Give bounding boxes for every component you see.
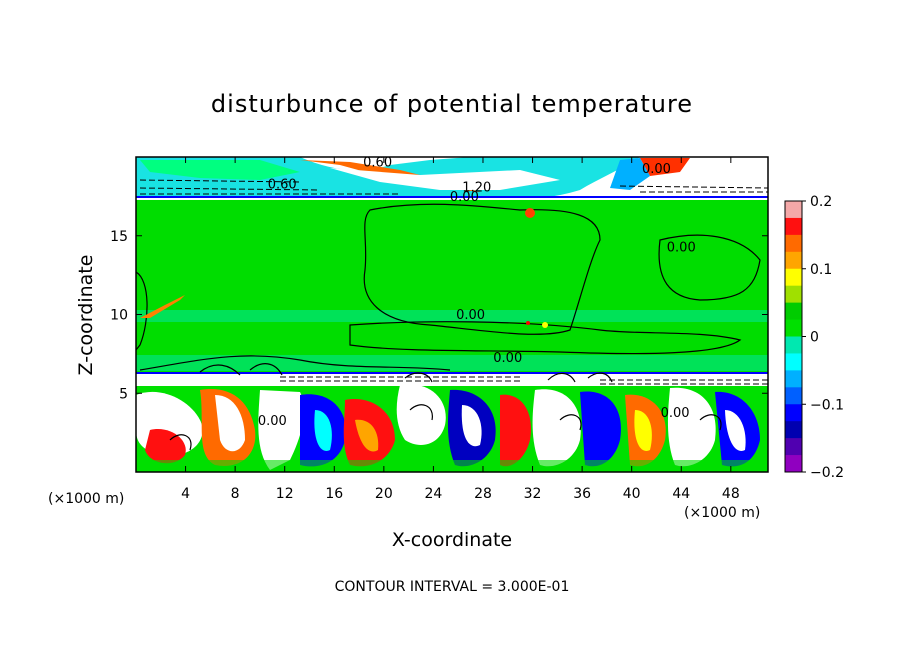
- x-tick-label: 8: [231, 486, 240, 502]
- x-tick-label: 40: [623, 486, 641, 502]
- x-tick-label: 36: [573, 486, 591, 502]
- y-axis: 5 10 15: [110, 229, 768, 402]
- tropopause-white: [136, 198, 768, 200]
- contour-interval-text: CONTOUR INTERVAL = 3.000E-01: [335, 579, 570, 595]
- speck-c: [526, 321, 530, 325]
- y-tick-label: 5: [119, 386, 128, 402]
- colorbar-swatch: [785, 234, 802, 253]
- y-tick-label: 10: [110, 308, 128, 324]
- y-axis-title: Z-coordinate: [75, 255, 97, 376]
- contour-mid-b: [658, 234, 761, 301]
- contour-mid-e: [139, 355, 451, 371]
- contour-labels: 0.600.60 1.200.000.000.000.000.000.000.00: [258, 155, 696, 428]
- colorbar-swatch: [785, 268, 802, 287]
- contour-mid-d: [349, 321, 742, 355]
- bl-blue-line: [136, 372, 768, 374]
- y-tick-label: 15: [110, 229, 128, 245]
- bl-eddies: [136, 384, 768, 472]
- colorbar: [784, 200, 803, 473]
- colorbar-swatch: [785, 319, 802, 337]
- colorbar-tick-label: −0.1: [810, 397, 844, 413]
- upper-right-red: [640, 158, 690, 176]
- x-tick-label: 20: [375, 486, 393, 502]
- contour-label: 0.00: [450, 190, 479, 205]
- colorbar-swatch: [785, 201, 802, 219]
- x-tick-label: 16: [325, 486, 343, 502]
- x-axis: 4 8 12 16 20 24 28 32 36 40 44 48: [181, 157, 740, 502]
- x-tick-label: 48: [722, 486, 740, 502]
- x-axis-title: X-coordinate: [392, 529, 512, 551]
- plot-area: [136, 157, 768, 472]
- x-tick-label: 32: [524, 486, 542, 502]
- speck-a: [525, 208, 535, 218]
- colorbar-swatch: [785, 285, 802, 304]
- contour-label: 0.00: [493, 351, 522, 366]
- upper-right-cyan: [610, 158, 650, 190]
- colorbar-swatch: [785, 387, 802, 405]
- contour-label: 0.00: [661, 406, 690, 421]
- colorbar-swatch: [785, 421, 802, 439]
- bl-contours: [169, 363, 722, 451]
- colorbar-tick-label: 0.2: [810, 194, 832, 210]
- left-streak: [140, 295, 185, 318]
- upper-right-white: [680, 158, 768, 197]
- colorbar-labels: 0.2 0.1 0 −0.1 −0.2: [802, 194, 844, 481]
- upper-dashed: [139, 179, 768, 195]
- chart-title: disturbunce of potential temperature: [211, 90, 693, 118]
- colorbar-tick-label: 0: [810, 330, 819, 346]
- colorbar-swatch: [785, 455, 802, 473]
- contour-label: 0.60: [363, 155, 392, 170]
- colorbar-swatch: [785, 251, 802, 270]
- contour-label: 1.20: [462, 181, 491, 196]
- upper-band-blue: [140, 160, 300, 180]
- colorbar-swatch: [785, 438, 802, 456]
- colorbar-swatch: [785, 336, 802, 354]
- x-unit-label: (×1000 m): [48, 491, 124, 507]
- bl-dashes: [280, 376, 768, 385]
- mid-cyan-band: [136, 310, 768, 322]
- colorbar-swatch: [785, 217, 802, 236]
- x-tick-label: 44: [672, 486, 690, 502]
- contour-label: 0.60: [268, 178, 297, 193]
- x-unit-label-right: (×1000 m): [684, 505, 760, 521]
- x-tick-label: 28: [474, 486, 492, 502]
- colorbar-tick-label: −0.2: [810, 465, 844, 481]
- contour-mid-a: [363, 203, 601, 335]
- colorbar-swatch: [785, 404, 802, 422]
- colorbar-swatch: [785, 353, 802, 371]
- contour-label: 0.00: [642, 162, 671, 177]
- upper-band-white: [330, 168, 560, 190]
- contour-label: 0.00: [258, 414, 287, 429]
- colorbar-swatch: [785, 370, 802, 388]
- colorbar-tick-label: 0.1: [810, 262, 832, 278]
- tropopause-line: [136, 196, 768, 199]
- contour-label: 0.00: [667, 241, 696, 256]
- colorbar-swatch: [785, 302, 802, 321]
- contour-mid-c: [136, 271, 148, 351]
- x-tick-label: 4: [181, 486, 190, 502]
- x-tick-label: 24: [424, 486, 442, 502]
- x-tick-label: 12: [276, 486, 294, 502]
- contour-label: 0.00: [456, 308, 485, 323]
- speck-b: [542, 322, 548, 328]
